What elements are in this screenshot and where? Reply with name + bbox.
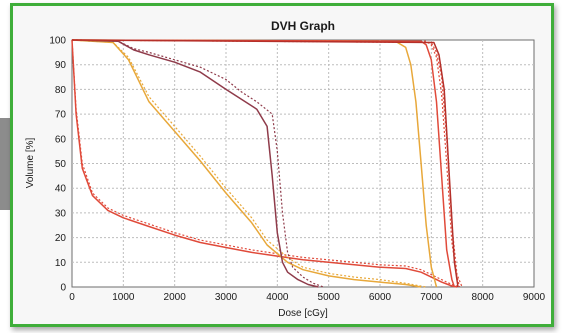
dvh-curve-6 xyxy=(71,39,324,288)
x-axis-title: Dose [cGy] xyxy=(278,308,328,319)
x-tick-label: 5000 xyxy=(318,292,341,303)
y-tick-label: 70 xyxy=(55,110,67,121)
dvh-chart-panel: 0 1000 2000 3000 4000 5000 6000 7000 8000 9000 0 10… xyxy=(10,3,554,327)
dvh-curve-4 xyxy=(71,39,427,288)
dvh-curve-5 xyxy=(71,39,319,288)
y-tick-label: 10 xyxy=(55,258,67,269)
y-tick-label: 50 xyxy=(55,159,67,170)
series-lines xyxy=(71,39,463,288)
y-tick-label: 90 xyxy=(55,60,67,71)
tick-labels: 0 1000 2000 3000 4000 5000 6000 7000 8000 9000 0 10… xyxy=(49,36,545,304)
x-tick-label: 3000 xyxy=(215,292,238,303)
dvh-curve-11 xyxy=(71,39,459,288)
x-tick-label: 6000 xyxy=(369,292,392,303)
x-tick-label: 1000 xyxy=(112,292,135,303)
y-tick-label: 80 xyxy=(55,85,67,96)
dvh-curve-2 xyxy=(71,39,460,288)
x-tick-label: 9000 xyxy=(523,292,546,303)
x-tick-label: 7000 xyxy=(420,292,443,303)
dvh-curve-3 xyxy=(71,39,422,288)
x-tick-label: 2000 xyxy=(164,292,187,303)
chart-title: DVH Graph xyxy=(271,19,335,33)
x-tick-label: 0 xyxy=(69,292,75,303)
x-tick-label: 8000 xyxy=(472,292,495,303)
y-tick-label: 0 xyxy=(60,283,66,294)
y-tick-label: 60 xyxy=(55,134,67,145)
dvh-curve-10 xyxy=(71,39,463,288)
y-tick-label: 30 xyxy=(55,208,67,219)
dvh-curve-7 xyxy=(71,39,438,288)
x-tick-label: 4000 xyxy=(266,292,289,303)
y-tick-label: 100 xyxy=(49,36,66,47)
y-tick-label: 40 xyxy=(55,184,67,195)
y-tick-label: 20 xyxy=(55,233,67,244)
dvh-curve-1 xyxy=(71,39,458,288)
dvh-chart: 0 1000 2000 3000 4000 5000 6000 7000 8000 9000 0 10… xyxy=(25,19,546,319)
y-axis-title: Volume [%] xyxy=(25,137,36,188)
grid xyxy=(72,40,534,287)
